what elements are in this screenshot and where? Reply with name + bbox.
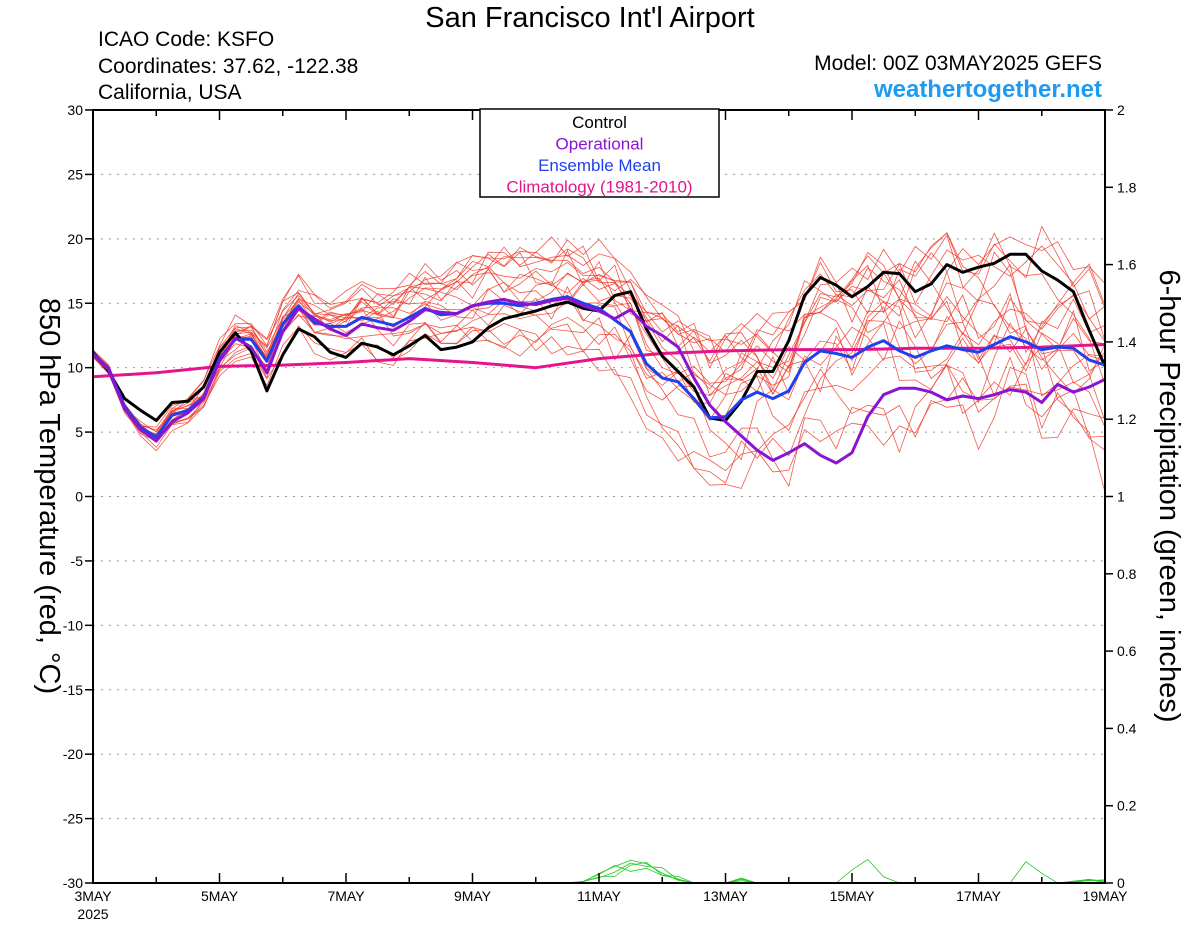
left-tick-label: 20: [67, 231, 83, 247]
ensemble-member-line: [92, 236, 1106, 434]
right-tick-label: 1.6: [1117, 257, 1137, 273]
ensemble-member-line: [92, 323, 1106, 489]
model-run: Model: 00Z 03MAY2025 GEFS: [814, 52, 1102, 75]
left-tick-label: -15: [63, 682, 83, 698]
right-tick-label: 2: [1117, 102, 1125, 118]
left-tick-label: -20: [63, 746, 83, 762]
right-tick-label: 1.4: [1117, 334, 1137, 350]
ensemble-member-line: [92, 263, 1106, 484]
left-tick-label: -25: [63, 811, 83, 827]
x-axis-ticks: 3MAY 2025 5MAY 7MAY 9MAY 11MAY 13MAY 15MAY 17MAY…: [74, 110, 1128, 922]
right-axis-label: 6-hour Precipitation (green, inches): [1153, 270, 1185, 723]
left-tick-label: 5: [75, 424, 83, 440]
legend-item: Ensemble Mean: [538, 156, 661, 175]
legend-box: [479, 108, 720, 198]
right-tick-label: 0: [1117, 875, 1125, 891]
left-axis-label: 850 hPa Temperature (red, °C): [33, 298, 65, 694]
series-line-ensemble-mean: [91, 295, 1106, 439]
right-tick-label: 1.8: [1117, 179, 1137, 195]
left-tick-label: -30: [63, 875, 83, 891]
site-link[interactable]: weathertogether.net: [873, 76, 1102, 103]
x-tick-label: 11MAY: [577, 888, 621, 904]
left-tick-label: 30: [67, 102, 83, 118]
x-tick-sublabel: 2025: [77, 906, 108, 922]
right-tick-label: 0.4: [1117, 720, 1137, 736]
icao-code: ICAO Code: KSFO: [98, 28, 275, 51]
ensemble-members: [92, 225, 1106, 493]
legend-item: Control: [572, 113, 627, 132]
coordinates: Coordinates: 37.62, -122.38: [98, 55, 359, 78]
left-tick-label: 0: [75, 489, 83, 505]
region: California, USA: [98, 81, 242, 104]
ensemble-member-line: [92, 301, 1106, 461]
legend: Control Operational Ensemble Mean Climatolo…: [479, 108, 720, 198]
ensemble-member-line: [92, 277, 1106, 431]
right-axis-ticks: 2 1.8 1.6 1.4 1.2 1 0.8 0.6 0.4 0.2 0: [1105, 102, 1137, 891]
ensemble-member-line: [92, 232, 1106, 441]
x-tick-label: 3MAY: [74, 888, 112, 904]
x-tick-label: 17MAY: [956, 888, 1002, 904]
x-tick-label: 9MAY: [454, 888, 492, 904]
ensemble-member-line: [92, 285, 1106, 451]
ensemble-member-line: [92, 263, 1106, 440]
ensemble-member-line: [92, 225, 1106, 433]
ensemble-member-line: [92, 246, 1106, 437]
left-tick-label: 10: [67, 360, 83, 376]
right-tick-label: 0.8: [1117, 566, 1137, 582]
left-tick-label: 15: [67, 295, 83, 311]
right-tick-label: 0.2: [1117, 798, 1137, 814]
ensemble-member-line: [92, 236, 1106, 440]
legend-item: Operational: [556, 135, 644, 154]
x-tick-label: 19MAY: [1083, 888, 1129, 904]
ensemble-member-line: [92, 260, 1106, 442]
grid-lines: [93, 173, 1105, 820]
legend-item: Climatology (1981-2010): [506, 178, 692, 197]
x-tick-label: 5MAY: [201, 888, 239, 904]
series-lines: [91, 252, 1107, 465]
x-tick-label: 15MAY: [830, 888, 876, 904]
right-tick-label: 1.2: [1117, 411, 1137, 427]
right-tick-label: 1: [1117, 489, 1125, 505]
left-tick-label: -5: [71, 553, 84, 569]
series-line-operational: [91, 296, 1106, 465]
chart-title: San Francisco Int'l Airport: [425, 2, 755, 34]
left-tick-label: -10: [63, 617, 83, 633]
left-axis-ticks: 30 25 20 15 10 5 0 -5 -10 -15 -20 -25 -30: [63, 102, 93, 891]
right-tick-label: 0.6: [1117, 643, 1137, 659]
x-tick-label: 13MAY: [703, 888, 749, 904]
x-tick-label: 7MAY: [327, 888, 365, 904]
left-tick-label: 25: [67, 166, 83, 182]
